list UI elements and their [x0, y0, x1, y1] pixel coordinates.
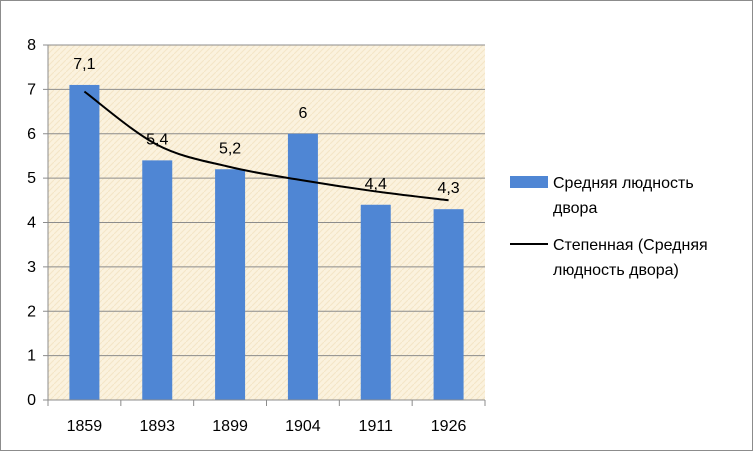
data-label: 4,4 — [365, 176, 387, 193]
bar — [433, 209, 464, 400]
y-tick-label: 2 — [27, 303, 36, 320]
x-tick-label: 1893 — [139, 418, 175, 435]
y-tick-label: 4 — [27, 215, 36, 232]
trendline — [83, 90, 449, 202]
data-label: 5,2 — [219, 140, 241, 157]
data-label: 6 — [298, 105, 307, 122]
legend: Средняя людность двора Степенная (Средня… — [510, 175, 708, 279]
x-tick-label: 1911 — [359, 418, 394, 435]
y-tick-label: 8 — [27, 37, 36, 54]
bar — [69, 84, 100, 400]
y-tick-label: 3 — [27, 259, 36, 276]
y-tick-label: 5 — [27, 170, 36, 187]
legend-trend-label-2: людность двора) — [553, 262, 679, 279]
x-tick-label: 1926 — [431, 418, 467, 435]
legend-bar-label: Средняя людность — [553, 175, 694, 192]
x-tick-label: 1859 — [67, 418, 103, 435]
bar — [287, 133, 318, 400]
y-tick-label: 0 — [27, 392, 36, 409]
bar — [142, 160, 173, 400]
data-label: 4,3 — [437, 180, 459, 197]
y-tick-label: 7 — [27, 81, 36, 98]
data-label: 7,1 — [73, 56, 95, 73]
bar — [215, 169, 246, 400]
legend-bar-label-2: двора — [553, 200, 597, 217]
y-tick-label: 6 — [27, 126, 36, 143]
bar — [360, 204, 391, 400]
data-label: 5,4 — [146, 131, 168, 148]
y-tick-label: 1 — [27, 348, 36, 365]
legend-trend-label: Степенная (Средняя — [553, 237, 708, 254]
x-tick-label: 1899 — [212, 418, 248, 435]
legend-bar-swatch — [510, 176, 548, 188]
x-tick-label: 1904 — [285, 418, 321, 435]
